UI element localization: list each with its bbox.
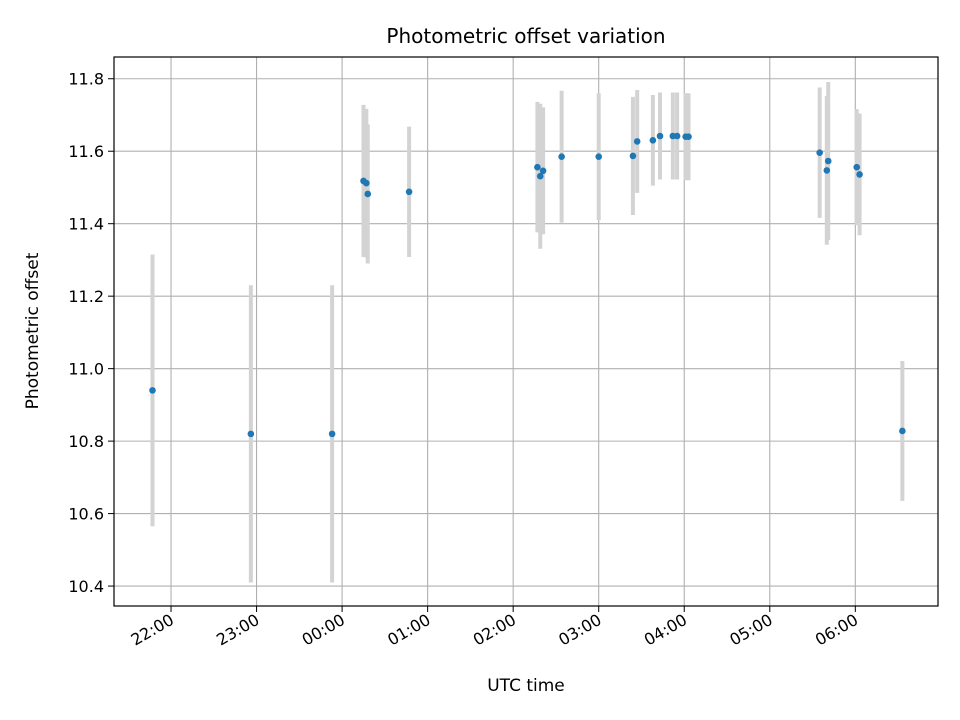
data-point (558, 153, 565, 160)
data-point (823, 167, 831, 174)
data-point (536, 172, 544, 180)
y-tick-label: 11.0 (68, 360, 104, 379)
data-point (656, 132, 664, 140)
y-tick-label: 11.4 (68, 215, 104, 234)
data-point (539, 167, 547, 175)
data-point (149, 387, 156, 394)
data-point (363, 179, 370, 187)
data-point (899, 427, 906, 435)
data-point (649, 137, 657, 144)
data-point (247, 430, 255, 438)
plot-area (114, 57, 938, 606)
y-tick-label: 11.6 (68, 142, 104, 161)
data-point (629, 152, 637, 160)
chart-title: Photometric offset variation (386, 24, 665, 48)
data-point (364, 190, 372, 198)
data-point (405, 188, 413, 196)
data-point (673, 132, 681, 140)
y-axis-label: Photometric offset (23, 252, 43, 409)
y-tick-label: 10.8 (68, 432, 104, 451)
y-tick-label: 11.2 (68, 287, 104, 306)
data-point (595, 153, 603, 160)
y-tick-label: 11.8 (68, 70, 104, 89)
data-point (824, 157, 832, 165)
data-point (816, 149, 823, 156)
y-axis-ticks: 10.4 10.6 10.8 11.0 11.2 11.4 11.6 11.8 (68, 70, 114, 596)
data-points (149, 132, 906, 438)
y-tick-label: 10.4 (68, 577, 104, 596)
y-tick-label: 10.6 (68, 505, 104, 524)
data-point (534, 163, 541, 171)
plot-frame (113, 56, 939, 607)
data-point (633, 138, 641, 145)
data-point (853, 163, 861, 171)
data-point (328, 430, 336, 438)
data-point (685, 133, 692, 141)
data-point (856, 171, 863, 178)
x-axis-label: UTC time (487, 676, 565, 696)
